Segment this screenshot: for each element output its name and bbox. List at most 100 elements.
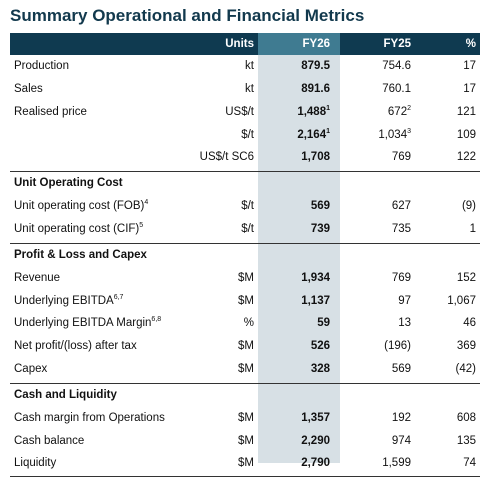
cell-pct: 135 xyxy=(457,430,476,452)
cell-fy26-text: 2,290 xyxy=(301,434,330,447)
row-label: Production xyxy=(14,55,69,77)
row-label: Unit operating cost (FOB)4 xyxy=(14,195,148,217)
cell-fy25: 192 xyxy=(392,407,411,429)
cell-pct: 369 xyxy=(457,335,476,357)
cell-pct: 1 xyxy=(470,218,476,240)
cell-fy25: 13 xyxy=(398,312,411,334)
section-heading-text: Unit Operating Cost xyxy=(14,177,123,190)
cell-fy26-text: 1,934 xyxy=(301,271,330,284)
row-label: Underlying EBITDA6,7 xyxy=(14,290,123,312)
cell-fy26: 526 xyxy=(311,335,330,357)
row-label-text: Cash balance xyxy=(14,434,85,447)
row-label: Net profit/(loss) after tax xyxy=(14,335,137,357)
cell-fy25-text: 97 xyxy=(398,294,411,307)
cell-fy25: 735 xyxy=(392,218,411,240)
cell-pct-text: 608 xyxy=(456,411,476,424)
cell-fy25: 97 xyxy=(398,290,411,312)
row-label-text: Underlying EBITDA Margin xyxy=(14,317,152,330)
cell-fy25-text: (196) xyxy=(384,340,411,353)
cell-fy25-text: 1,599 xyxy=(382,457,411,470)
row-label: Capex xyxy=(14,358,47,380)
cell-fy26-text: 879.5 xyxy=(301,60,330,72)
cell-pct: 608 xyxy=(457,407,476,429)
cell-units: $M xyxy=(238,267,254,289)
cell-units: $/t xyxy=(241,218,254,240)
cell-fy25-text: 754.6 xyxy=(382,60,411,72)
cell-units: $M xyxy=(238,358,254,380)
cell-units-text: $/t xyxy=(241,222,254,235)
header-cell-text: % xyxy=(465,38,476,50)
footnote-marker: 4 xyxy=(144,199,149,207)
row-label-text: Capex xyxy=(14,363,48,376)
row-label-text: Unit operating cost (FOB) xyxy=(14,200,145,213)
cell-pct-text: 121 xyxy=(456,105,476,118)
row-label: Realised price xyxy=(14,101,87,123)
cell-fy26-text: 59 xyxy=(317,317,330,330)
footnote-marker: 1 xyxy=(326,104,330,112)
row-label: Liquidity xyxy=(14,452,56,474)
cell-fy25-text: 13 xyxy=(398,317,411,330)
header-highlight xyxy=(258,33,340,55)
row-label: Unit operating cost (CIF)5 xyxy=(14,218,143,240)
cell-units-text: US$/t SC6 xyxy=(199,151,254,164)
header-bar xyxy=(10,33,480,55)
row-label-text: Underlying EBITDA xyxy=(14,294,114,307)
row-label: Cash balance xyxy=(14,430,84,452)
cell-units-text: kt xyxy=(245,60,254,72)
cell-pct: 109 xyxy=(457,124,476,146)
cell-pct-text: 152 xyxy=(456,271,476,284)
cell-fy25: 569 xyxy=(392,358,411,380)
cell-fy26: 59 xyxy=(317,312,330,334)
footnote-marker: 6,7 xyxy=(113,293,124,301)
cell-pct-text: 122 xyxy=(456,151,476,164)
cell-units-text: US$/t xyxy=(225,105,254,118)
divider xyxy=(10,171,480,173)
footnote-marker: 1 xyxy=(326,127,330,135)
cell-units-text: % xyxy=(243,317,254,330)
cell-units-text: $/t xyxy=(241,200,254,213)
row-label-text: Production xyxy=(14,60,69,72)
cell-fy25-text: 735 xyxy=(391,222,411,235)
cell-fy26-text: 1,137 xyxy=(301,294,330,307)
cell-units-text: $M xyxy=(238,340,254,353)
cell-units: $M xyxy=(238,430,254,452)
section-heading: Unit Operating Cost xyxy=(14,172,123,194)
cell-units-text: $M xyxy=(238,457,254,470)
cell-units: $M xyxy=(238,335,254,357)
cell-pct-text: 369 xyxy=(456,340,476,353)
cell-units: % xyxy=(244,312,254,334)
cell-pct-text: 135 xyxy=(456,434,476,447)
title: Summary Operational and Financial Metric… xyxy=(10,6,365,25)
cell-fy26-text: 2,790 xyxy=(301,457,330,470)
cell-fy25: 769 xyxy=(392,267,411,289)
cell-fy26: 891.6 xyxy=(301,78,330,100)
cell-fy26: 2,790 xyxy=(301,452,330,474)
cell-units: $M xyxy=(238,290,254,312)
cell-fy25-text: 760.1 xyxy=(382,82,411,95)
row-label: Sales xyxy=(14,78,43,100)
row-label: Cash margin from Operations xyxy=(14,407,165,429)
cell-fy26-text: 739 xyxy=(310,222,330,235)
cell-fy26: 1,357 xyxy=(301,407,330,429)
cell-fy26: 569 xyxy=(311,195,330,217)
column-highlight xyxy=(258,55,340,463)
cell-fy26: 1,708 xyxy=(301,146,330,168)
cell-units: $/t xyxy=(241,124,254,146)
header-cell: % xyxy=(466,33,476,55)
cell-fy25: 754.6 xyxy=(382,55,411,77)
cell-pct-text: (9) xyxy=(461,200,476,213)
cell-units: US$/t SC6 xyxy=(200,146,254,168)
cell-units: $M xyxy=(238,452,254,474)
row-label-text: Realised price xyxy=(14,105,87,118)
row-label-text: Unit operating cost (CIF) xyxy=(14,222,140,235)
cell-fy25-text: 974 xyxy=(391,434,411,447)
cell-fy25-text: 769 xyxy=(391,271,411,284)
cell-fy25-text: 569 xyxy=(391,363,411,376)
footnote-marker: 5 xyxy=(139,221,144,229)
row-label: Underlying EBITDA Margin6,8 xyxy=(14,312,161,334)
cell-fy25: 627 xyxy=(392,195,411,217)
cell-units: US$/t xyxy=(225,101,254,123)
section-heading-text: Profit & Loss and Capex xyxy=(14,248,147,261)
cell-units-text: $M xyxy=(238,271,254,284)
cell-fy25: 6722 xyxy=(388,101,411,123)
